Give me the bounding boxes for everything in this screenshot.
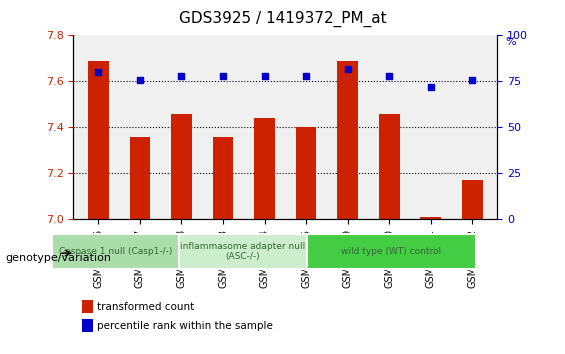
- FancyBboxPatch shape: [52, 234, 179, 269]
- Bar: [379, 114, 399, 219]
- Bar: [462, 181, 483, 219]
- Bar: [254, 118, 275, 219]
- Text: Caspase 1 null (Casp1-/-): Caspase 1 null (Casp1-/-): [59, 247, 172, 256]
- Text: %: %: [506, 37, 516, 47]
- Point: [219, 73, 228, 79]
- Bar: [420, 217, 441, 219]
- Text: inflammasome adapter null
(ASC-/-): inflammasome adapter null (ASC-/-): [180, 242, 306, 261]
- Point: [302, 73, 311, 79]
- Text: transformed count: transformed count: [97, 302, 194, 312]
- Point: [426, 84, 435, 90]
- Bar: [212, 137, 233, 219]
- FancyBboxPatch shape: [179, 234, 306, 269]
- Bar: [337, 61, 358, 219]
- Point: [94, 69, 103, 75]
- Text: wild type (WT) control: wild type (WT) control: [341, 247, 441, 256]
- Bar: [88, 61, 108, 219]
- Text: percentile rank within the sample: percentile rank within the sample: [97, 321, 273, 331]
- Bar: [82, 319, 93, 332]
- Text: GDS3925 / 1419372_PM_at: GDS3925 / 1419372_PM_at: [179, 11, 386, 27]
- Point: [343, 66, 352, 72]
- Bar: [82, 300, 93, 313]
- Point: [136, 77, 145, 82]
- Text: genotype/variation: genotype/variation: [6, 253, 112, 263]
- Point: [468, 77, 477, 82]
- Bar: [129, 137, 150, 219]
- Bar: [171, 114, 192, 219]
- FancyBboxPatch shape: [306, 234, 476, 269]
- Point: [260, 73, 269, 79]
- Point: [177, 73, 186, 79]
- Bar: [295, 127, 316, 219]
- Point: [385, 73, 394, 79]
